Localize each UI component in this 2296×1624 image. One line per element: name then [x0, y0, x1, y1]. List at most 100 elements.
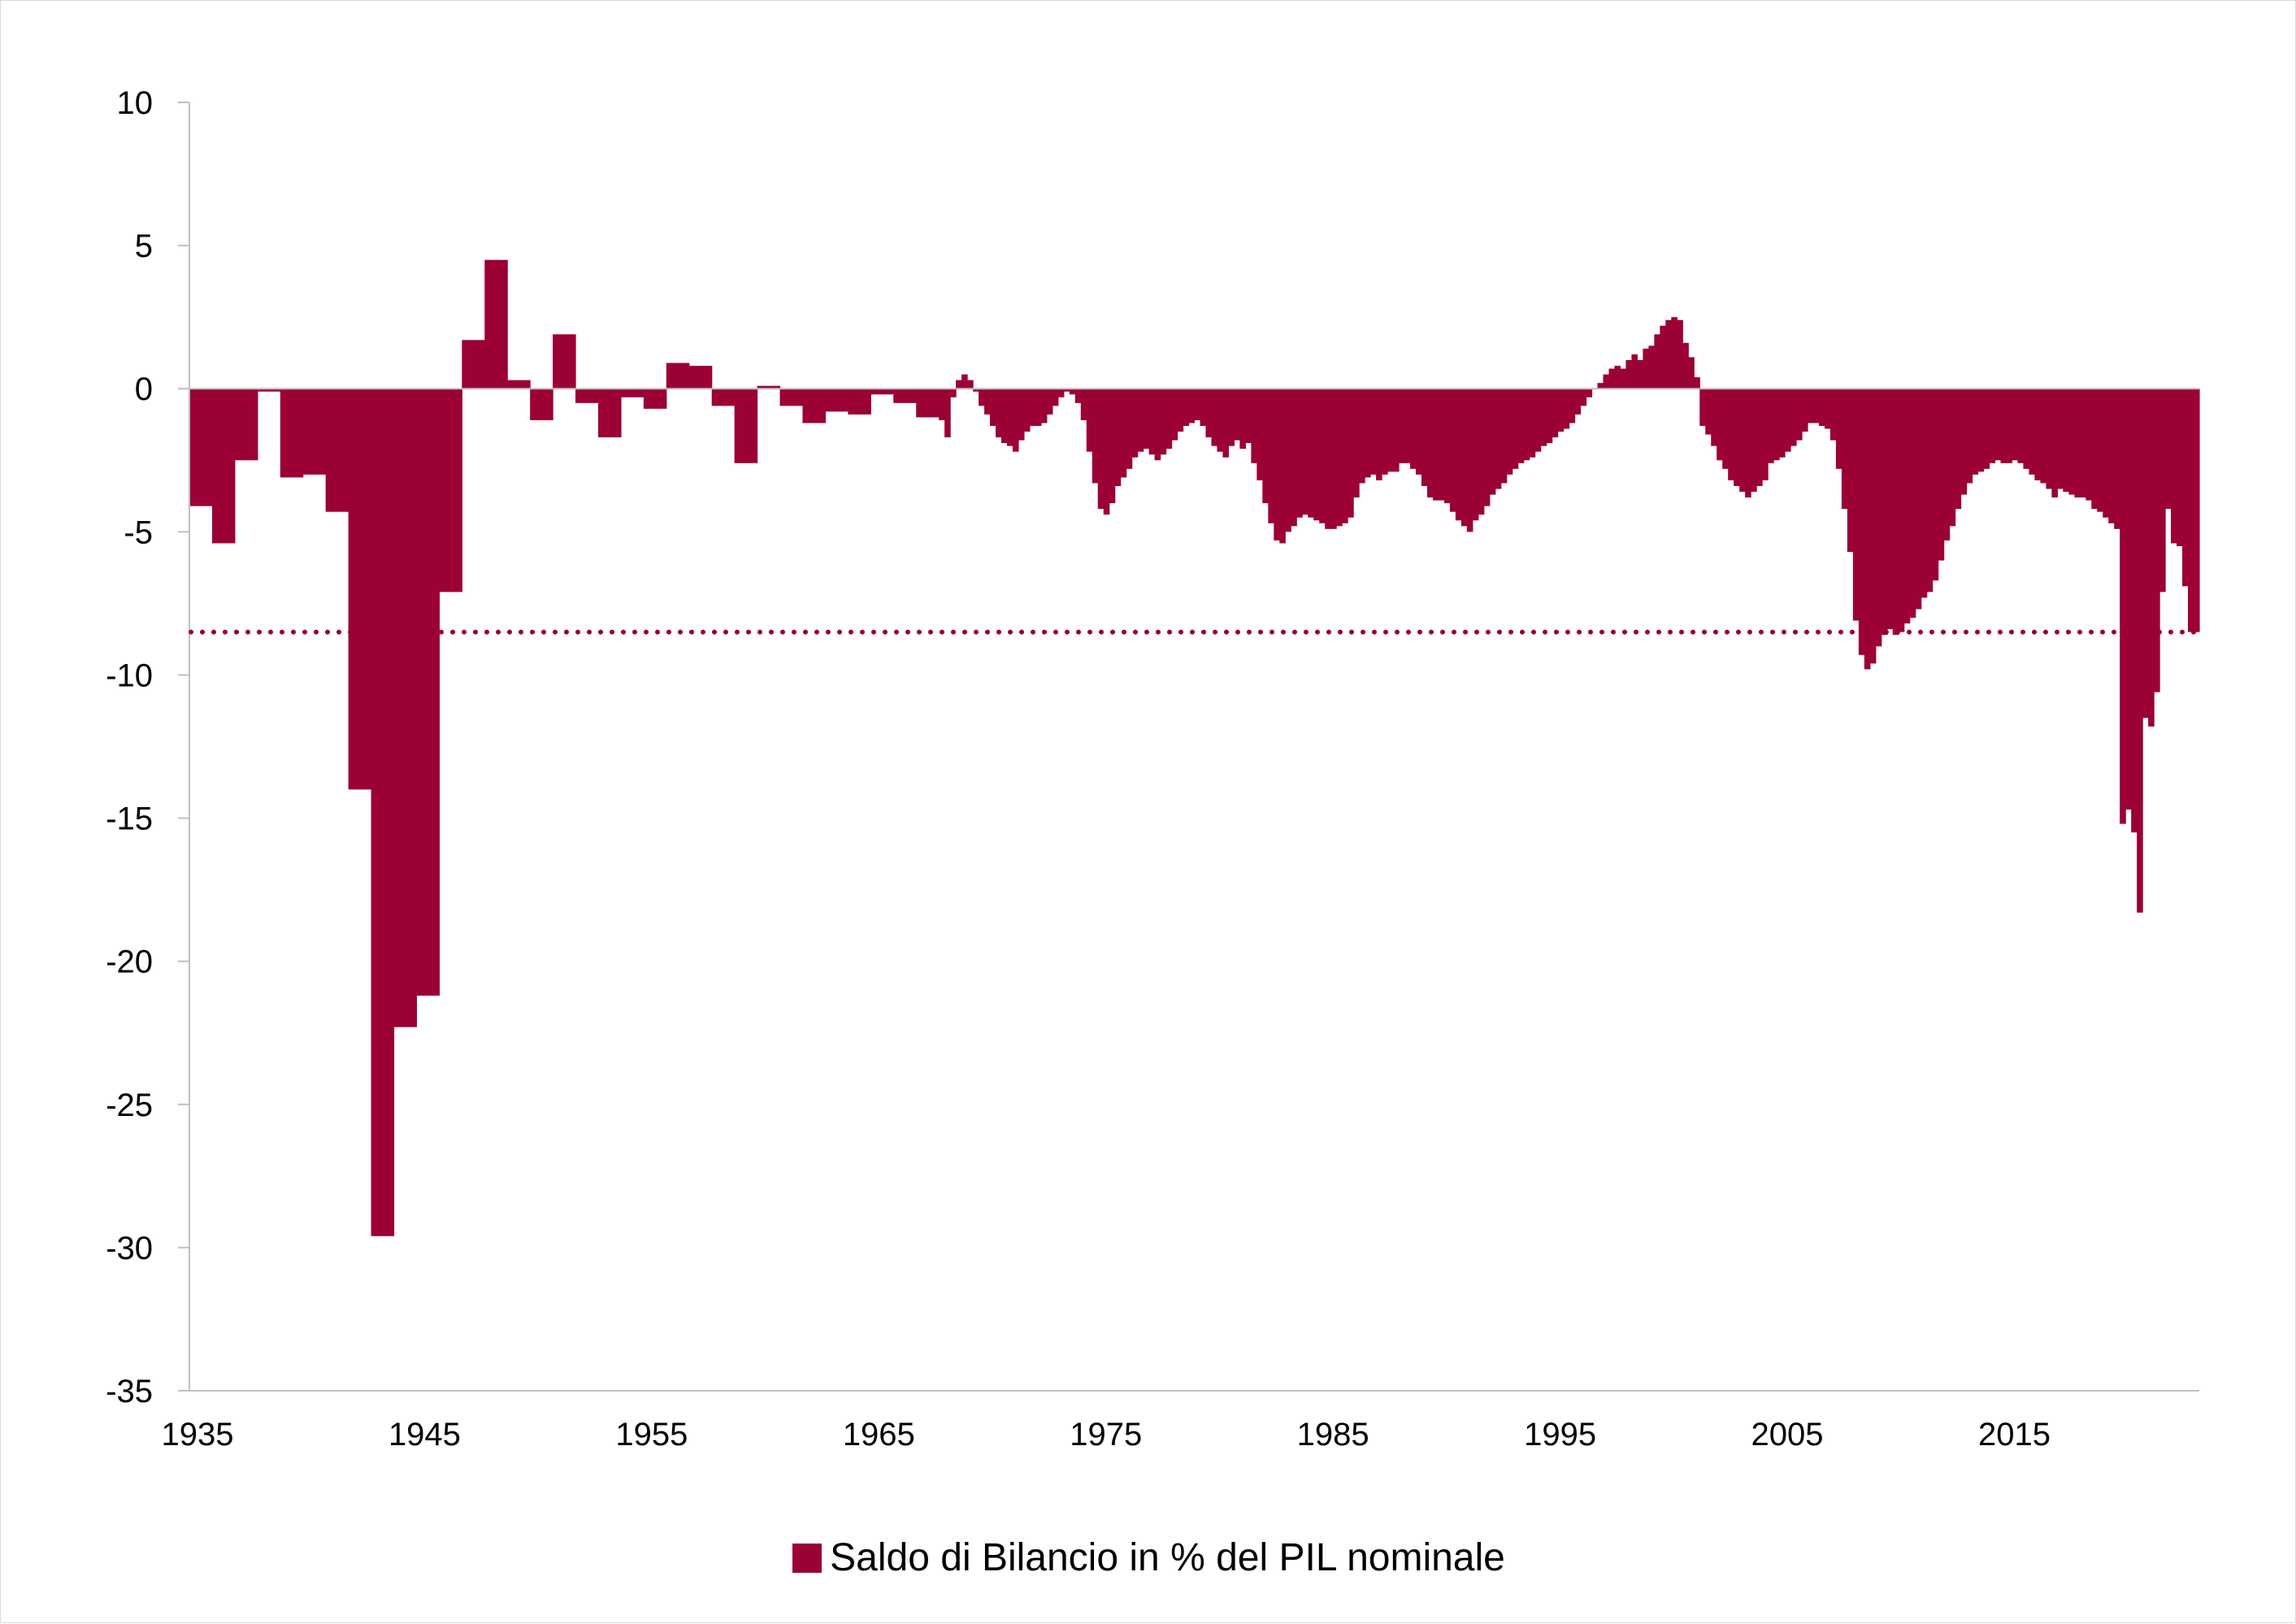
bar — [1500, 389, 1508, 484]
x-tick-label: 2005 — [1751, 1417, 1824, 1452]
bar — [1313, 389, 1320, 521]
bar — [1006, 389, 1013, 446]
bar — [1114, 389, 1122, 486]
bar — [1660, 325, 1666, 389]
bar — [1319, 389, 1326, 523]
bar — [597, 389, 622, 438]
bar — [2148, 389, 2155, 727]
bar — [1046, 389, 1053, 415]
bar — [1245, 389, 1252, 444]
bar — [1165, 389, 1173, 449]
bar — [1586, 389, 1593, 397]
bar — [1580, 389, 1587, 406]
x-tick-label: 1975 — [1070, 1417, 1142, 1452]
x-tick-label: 2015 — [1978, 1417, 2051, 1452]
bar — [1943, 389, 1951, 541]
bar — [1677, 319, 1683, 389]
bar — [688, 366, 713, 389]
bar — [1739, 389, 1746, 493]
y-tick-label: -15 — [106, 801, 153, 837]
bar — [2125, 389, 2132, 810]
bar — [1643, 348, 1649, 389]
bar — [1574, 389, 1582, 415]
bar — [939, 389, 945, 420]
x-tick-label: 1955 — [615, 1417, 688, 1452]
bar — [1466, 389, 1474, 532]
bar — [2120, 389, 2126, 824]
bar — [1773, 389, 1780, 461]
bar — [1342, 389, 1348, 523]
bar — [1382, 389, 1388, 475]
x-tick-label: 1985 — [1297, 1417, 1369, 1452]
bar — [1035, 389, 1042, 427]
bar — [1296, 389, 1303, 518]
bar — [348, 389, 372, 790]
bar — [2012, 389, 2019, 461]
bar — [1404, 389, 1411, 463]
bar — [1154, 389, 1161, 461]
bar — [1131, 389, 1139, 458]
y-tick-label: -10 — [106, 658, 153, 693]
bar — [1506, 389, 1513, 475]
bar — [2040, 389, 2046, 484]
bar — [1370, 389, 1377, 475]
bar — [1200, 389, 1207, 427]
bar — [1308, 389, 1314, 518]
bar — [1478, 389, 1485, 515]
bar — [1325, 389, 1331, 529]
bar — [1205, 389, 1213, 438]
bar — [575, 389, 599, 403]
bar — [1909, 389, 1916, 618]
bar — [1835, 389, 1842, 469]
bar — [325, 389, 349, 512]
bar — [1040, 389, 1048, 423]
bar — [1818, 389, 1825, 427]
bar — [416, 389, 440, 996]
bar — [2080, 389, 2086, 498]
bar — [1483, 389, 1491, 506]
bar — [1512, 389, 1519, 469]
bar — [1257, 389, 1263, 480]
bar — [1529, 389, 1536, 458]
bar — [371, 389, 395, 1236]
bar — [2068, 389, 2075, 495]
bar — [1614, 366, 1621, 389]
x-tick-label: 1945 — [388, 1417, 461, 1452]
bar — [1234, 389, 1240, 441]
bar — [1926, 389, 1934, 593]
bar — [1812, 389, 1820, 423]
bar — [870, 389, 894, 395]
bar — [1143, 389, 1150, 449]
bar — [1387, 389, 1394, 472]
bar — [1682, 342, 1689, 389]
bar — [1869, 389, 1877, 664]
bar — [979, 389, 985, 406]
bar — [1734, 389, 1740, 486]
bar — [1251, 389, 1257, 463]
bar — [1517, 389, 1525, 463]
bar — [1938, 389, 1945, 561]
bar — [1534, 389, 1542, 452]
bar — [1262, 389, 1269, 504]
bar — [1552, 389, 1559, 438]
bar — [2137, 389, 2143, 913]
bar — [1569, 389, 1576, 423]
bar — [1239, 389, 1246, 449]
bar — [961, 374, 968, 389]
bar — [1654, 334, 1660, 389]
bar — [973, 389, 979, 392]
bar — [1222, 389, 1230, 458]
bar — [956, 380, 962, 389]
bar — [1086, 389, 1093, 452]
bar — [2131, 389, 2138, 833]
axes-layer — [178, 102, 2199, 1392]
bar — [757, 385, 781, 389]
bar — [1807, 389, 1814, 423]
bar — [1989, 389, 1996, 463]
bar — [1546, 389, 1553, 444]
bar — [779, 389, 804, 406]
bar — [1109, 389, 1116, 504]
bar — [1841, 389, 1848, 510]
